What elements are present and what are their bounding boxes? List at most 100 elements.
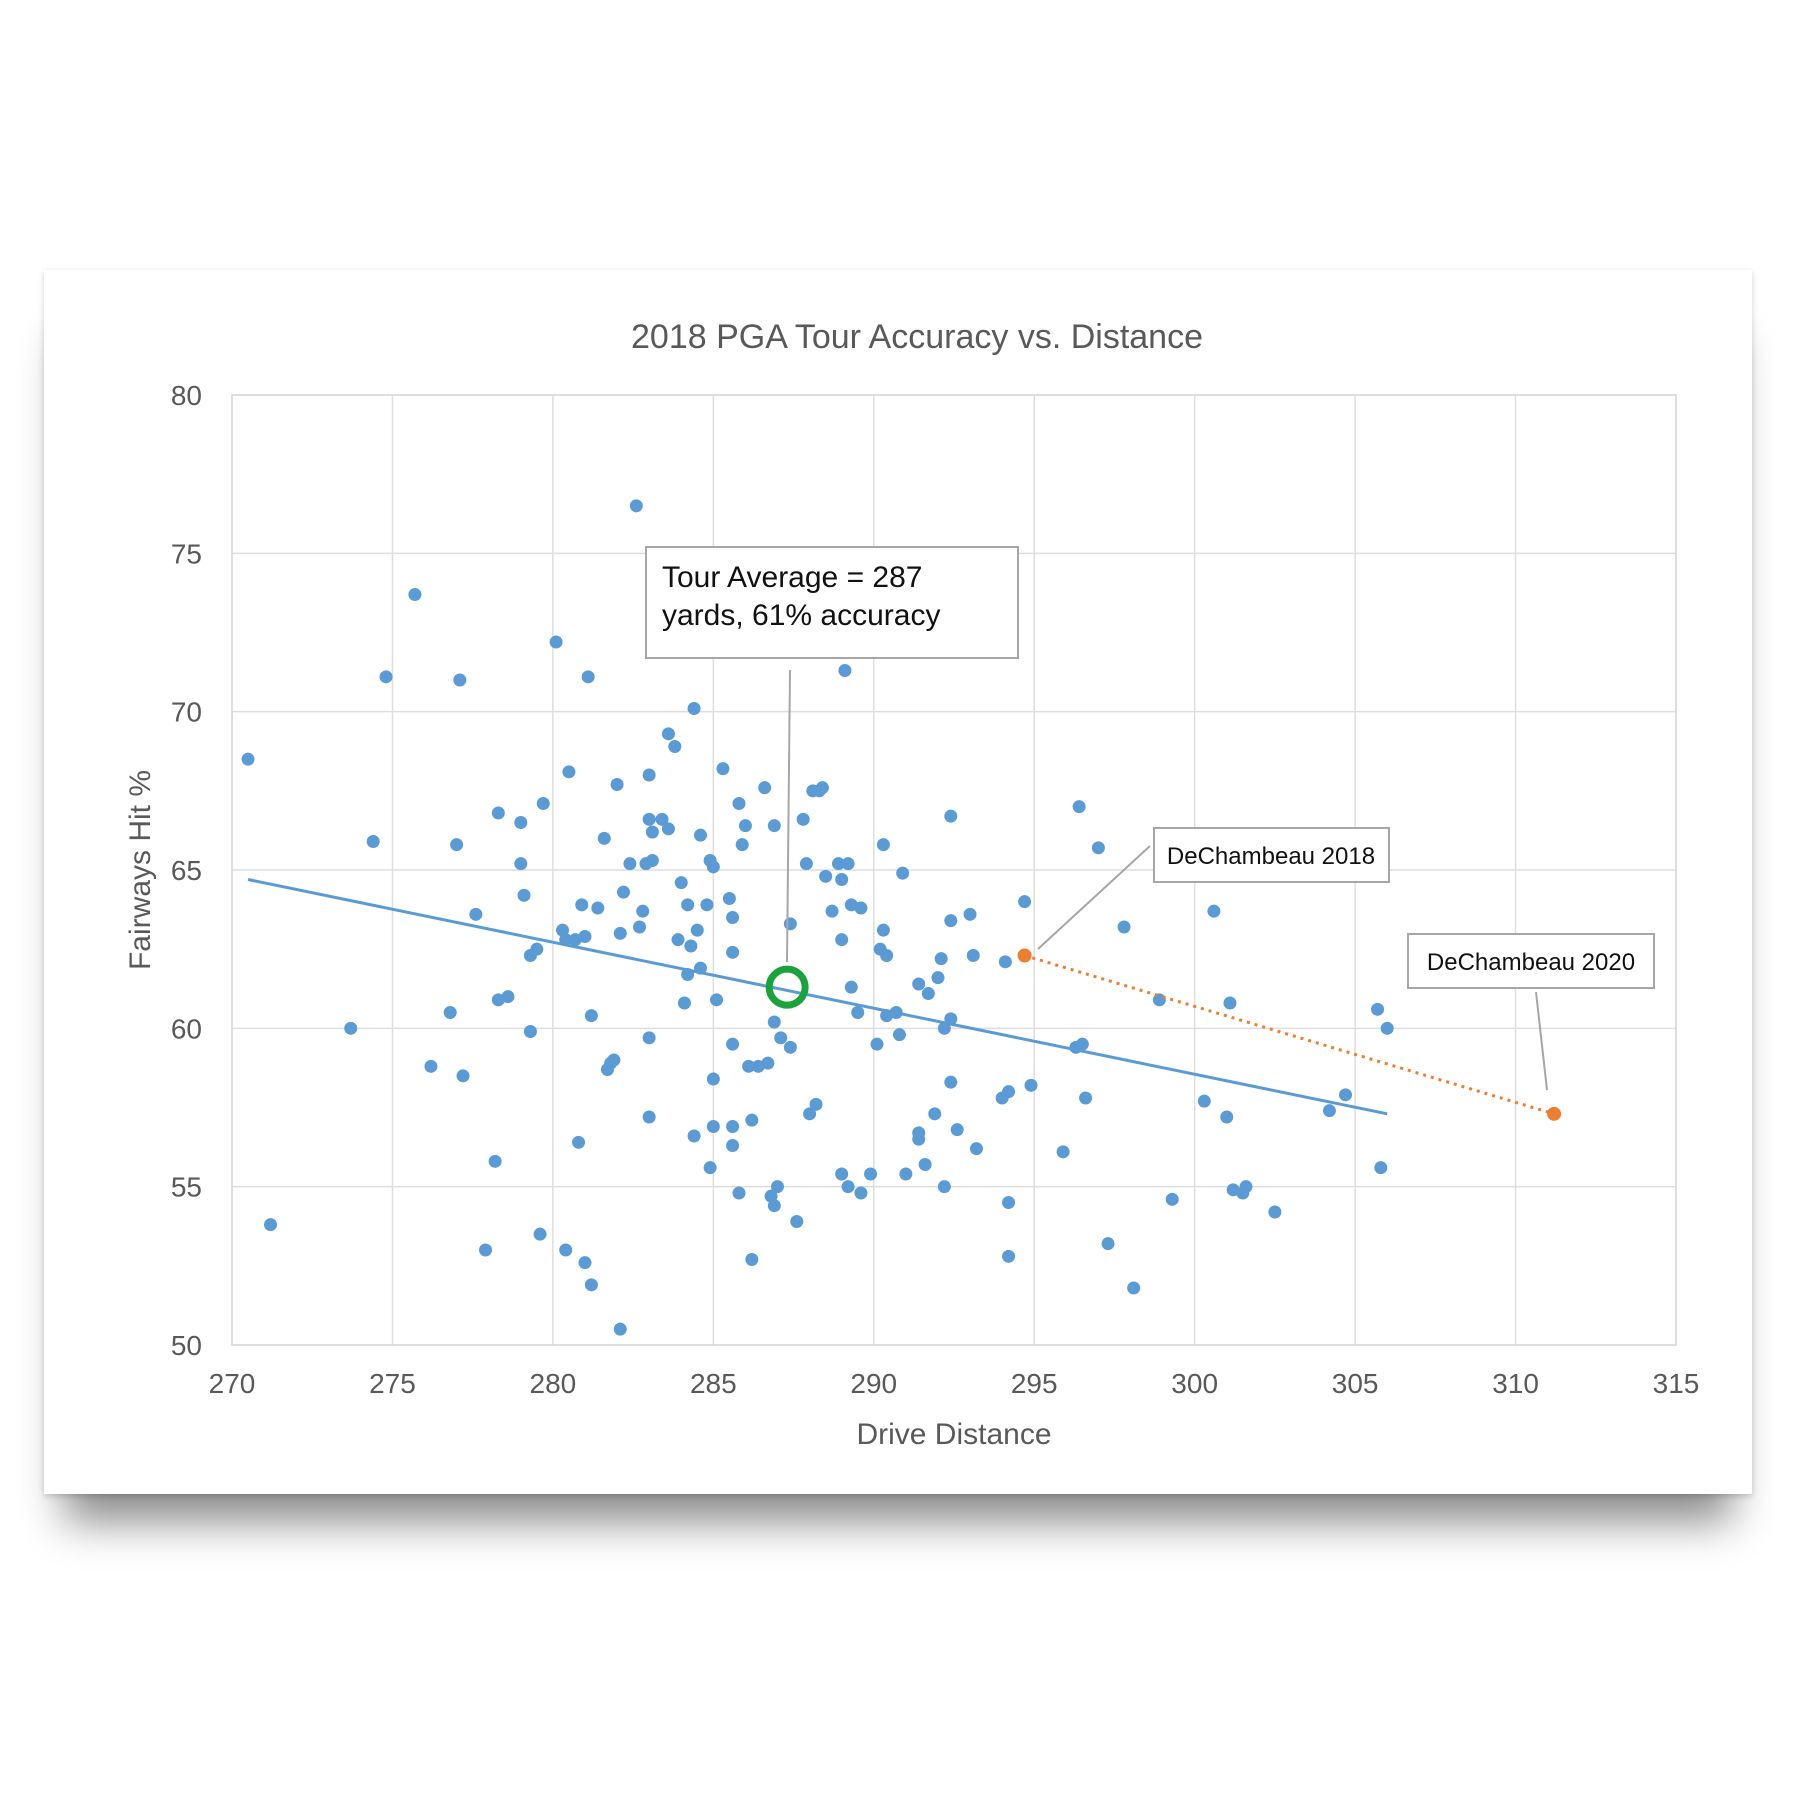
data-point bbox=[819, 869, 833, 883]
data-point bbox=[950, 1123, 964, 1137]
x-tick-label: 315 bbox=[1653, 1368, 1700, 1399]
data-point bbox=[726, 911, 740, 924]
data-point bbox=[623, 857, 637, 871]
data-point bbox=[706, 1072, 720, 1086]
data-point bbox=[661, 822, 675, 836]
x-axis-title: Drive Distance bbox=[856, 1418, 1051, 1451]
dechambeau-2020-leader bbox=[1535, 991, 1548, 1091]
data-point bbox=[767, 1199, 781, 1213]
data-point bbox=[767, 819, 781, 833]
data-point bbox=[937, 1021, 951, 1035]
data-point bbox=[424, 1059, 438, 1073]
data-point bbox=[1197, 1094, 1211, 1108]
data-point bbox=[944, 914, 958, 928]
data-point bbox=[732, 797, 746, 810]
data-point bbox=[892, 1028, 906, 1042]
x-tick-label: 285 bbox=[690, 1368, 737, 1399]
data-point bbox=[408, 588, 422, 601]
data-point bbox=[1338, 1088, 1352, 1102]
data-point bbox=[1374, 1161, 1388, 1175]
data-point bbox=[706, 1120, 720, 1133]
data-point bbox=[706, 860, 720, 874]
dechambeau-2018-text: DeChambeau 2018 bbox=[1167, 843, 1375, 870]
data-point bbox=[921, 987, 935, 1000]
data-point bbox=[838, 664, 852, 677]
data-point bbox=[610, 778, 624, 791]
y-tick-label: 80 bbox=[171, 380, 202, 411]
data-point bbox=[572, 1135, 586, 1149]
tour-average-text-line2: yards, 61% accuracy bbox=[662, 599, 940, 632]
x-tick-label: 270 bbox=[209, 1368, 256, 1399]
data-point bbox=[456, 1069, 470, 1083]
x-tick-label: 295 bbox=[1011, 1368, 1058, 1399]
data-point bbox=[726, 1139, 740, 1152]
data-point bbox=[767, 1015, 781, 1029]
data-point bbox=[745, 1113, 759, 1127]
gridlines bbox=[232, 395, 1676, 1345]
data-point bbox=[642, 768, 656, 782]
y-tick-label: 55 bbox=[171, 1172, 202, 1203]
data-point bbox=[668, 740, 682, 753]
data-point bbox=[799, 857, 813, 871]
data-point bbox=[693, 828, 707, 842]
data-point bbox=[790, 1215, 804, 1228]
data-point bbox=[264, 1218, 278, 1232]
data-point bbox=[899, 1167, 913, 1181]
data-point bbox=[703, 1161, 717, 1175]
scatter-points bbox=[241, 499, 1394, 1336]
data-point bbox=[607, 1053, 621, 1067]
data-point bbox=[1371, 1002, 1385, 1016]
data-point bbox=[366, 835, 380, 848]
x-tick-label: 280 bbox=[530, 1368, 577, 1399]
data-point bbox=[533, 1227, 547, 1241]
data-point bbox=[549, 635, 563, 649]
data-point bbox=[870, 1037, 884, 1051]
data-point bbox=[379, 670, 393, 684]
data-point bbox=[677, 996, 691, 1010]
data-point bbox=[726, 945, 740, 959]
data-point bbox=[735, 838, 749, 852]
data-point bbox=[1056, 1145, 1070, 1159]
data-point bbox=[944, 809, 958, 823]
data-point bbox=[742, 1059, 756, 1073]
data-point bbox=[937, 1180, 951, 1194]
data-point bbox=[841, 857, 855, 871]
dechambeau-2020-callout: DeChambeau 2020 bbox=[1407, 933, 1655, 989]
data-point bbox=[1165, 1192, 1179, 1206]
data-point bbox=[1024, 1078, 1038, 1092]
data-point bbox=[575, 898, 589, 912]
data-point bbox=[1239, 1180, 1253, 1194]
data-point bbox=[645, 854, 659, 867]
data-point bbox=[450, 838, 464, 852]
data-point bbox=[681, 898, 695, 912]
data-point bbox=[597, 831, 611, 845]
data-point bbox=[761, 1056, 775, 1070]
data-point bbox=[969, 1142, 983, 1156]
data-point bbox=[1002, 1196, 1016, 1209]
data-point bbox=[1101, 1237, 1115, 1251]
data-point bbox=[796, 812, 810, 826]
data-point bbox=[613, 1322, 627, 1336]
x-tick-label: 310 bbox=[1492, 1368, 1539, 1399]
data-point bbox=[835, 933, 849, 947]
data-point bbox=[613, 926, 627, 940]
data-point bbox=[726, 1037, 740, 1051]
chart-card bbox=[44, 270, 1752, 1494]
x-tick-label: 305 bbox=[1332, 1368, 1379, 1399]
data-point bbox=[690, 923, 704, 937]
data-point bbox=[815, 781, 829, 795]
data-point bbox=[745, 1253, 759, 1266]
data-point bbox=[722, 892, 736, 905]
data-point bbox=[825, 904, 839, 918]
data-point bbox=[726, 1120, 740, 1133]
y-tick-label: 70 bbox=[171, 697, 202, 728]
data-point bbox=[876, 838, 890, 852]
data-point bbox=[344, 1021, 358, 1035]
data-point bbox=[633, 920, 647, 934]
data-point bbox=[774, 1031, 788, 1045]
data-point bbox=[831, 857, 845, 871]
data-point bbox=[584, 1009, 598, 1023]
y-axis-ticks: 50 55 60 65 70 75 80 bbox=[171, 380, 202, 1361]
data-point bbox=[835, 873, 849, 886]
